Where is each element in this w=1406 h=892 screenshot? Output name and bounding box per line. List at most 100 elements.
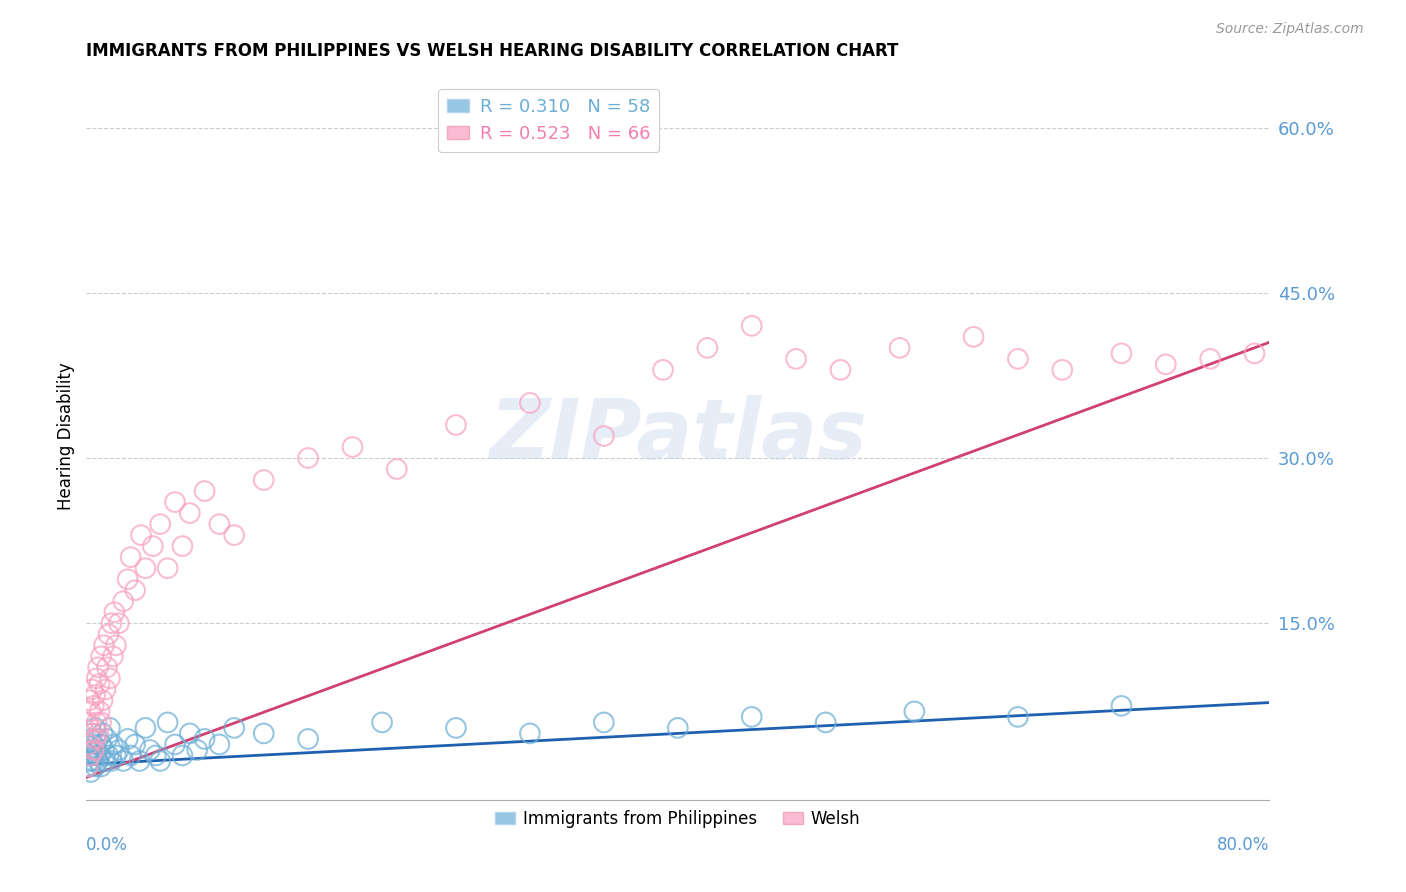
Point [179, 726, 201, 740]
Point [76, 759, 98, 773]
Point [101, 649, 124, 664]
Point [117, 572, 139, 586]
Point [519, 396, 541, 410]
Point [156, 561, 179, 575]
Point [86, 671, 108, 685]
Point [84, 731, 107, 746]
Point [80, 764, 103, 779]
Point [86, 748, 108, 763]
Point [156, 715, 179, 730]
Point [1154, 357, 1177, 371]
Point [77, 743, 100, 757]
Point [139, 743, 162, 757]
Point [1199, 351, 1222, 366]
Text: Source: ZipAtlas.com: Source: ZipAtlas.com [1216, 22, 1364, 37]
Point [172, 539, 194, 553]
Point [84, 721, 107, 735]
Point [224, 528, 246, 542]
Point [194, 484, 217, 499]
Point [91, 693, 114, 707]
Point [297, 731, 319, 746]
Point [1052, 363, 1074, 377]
Point [814, 715, 837, 730]
Point [83, 738, 105, 752]
Point [179, 506, 201, 520]
Point [97, 627, 120, 641]
Point [903, 705, 925, 719]
Point [98, 721, 121, 735]
Point [444, 721, 467, 735]
Point [84, 759, 107, 773]
Point [163, 495, 186, 509]
Point [90, 738, 112, 752]
Point [77, 693, 100, 707]
Point [80, 748, 103, 763]
Point [149, 517, 172, 532]
Point [208, 517, 231, 532]
Point [87, 731, 110, 746]
Point [145, 748, 167, 763]
Point [297, 450, 319, 465]
Point [96, 660, 118, 674]
Point [91, 726, 114, 740]
Point [82, 726, 104, 740]
Point [76, 715, 98, 730]
Point [90, 715, 112, 730]
Point [163, 738, 186, 752]
Point [129, 528, 152, 542]
Point [666, 721, 689, 735]
Point [103, 605, 125, 619]
Point [741, 318, 763, 333]
Point [84, 688, 107, 702]
Point [87, 660, 110, 674]
Legend: Immigrants from Philippines, Welsh: Immigrants from Philippines, Welsh [488, 804, 868, 835]
Point [1243, 346, 1265, 360]
Text: IMMIGRANTS FROM PHILIPPINES VS WELSH HEARING DISABILITY CORRELATION CHART: IMMIGRANTS FROM PHILIPPINES VS WELSH HEA… [86, 42, 898, 60]
Point [342, 440, 364, 454]
Point [97, 748, 120, 763]
Point [134, 561, 156, 575]
Point [142, 539, 165, 553]
Point [592, 429, 614, 443]
Point [253, 726, 276, 740]
Point [385, 462, 408, 476]
Point [444, 417, 467, 432]
Point [83, 743, 105, 757]
Point [89, 677, 111, 691]
Point [592, 715, 614, 730]
Point [120, 550, 142, 565]
Point [194, 731, 217, 746]
Point [108, 616, 131, 631]
Point [741, 710, 763, 724]
Point [89, 705, 111, 719]
Point [94, 682, 117, 697]
Point [86, 743, 108, 757]
Point [253, 473, 276, 487]
Point [1111, 698, 1133, 713]
Point [1007, 351, 1029, 366]
Point [82, 682, 104, 697]
Point [76, 759, 98, 773]
Point [134, 721, 156, 735]
Point [172, 748, 194, 763]
Point [519, 726, 541, 740]
Point [104, 638, 127, 652]
Point [100, 754, 122, 768]
Point [86, 715, 108, 730]
Point [98, 671, 121, 685]
Point [124, 738, 146, 752]
Point [652, 363, 675, 377]
Point [1007, 710, 1029, 724]
Point [224, 721, 246, 735]
Point [77, 754, 100, 768]
Point [108, 743, 131, 757]
Text: 0.0%: 0.0% [86, 836, 128, 854]
Point [90, 759, 112, 773]
Point [94, 754, 117, 768]
Point [117, 731, 139, 746]
Point [93, 743, 115, 757]
Point [77, 738, 100, 752]
Point [186, 743, 208, 757]
Point [80, 705, 103, 719]
Point [785, 351, 807, 366]
